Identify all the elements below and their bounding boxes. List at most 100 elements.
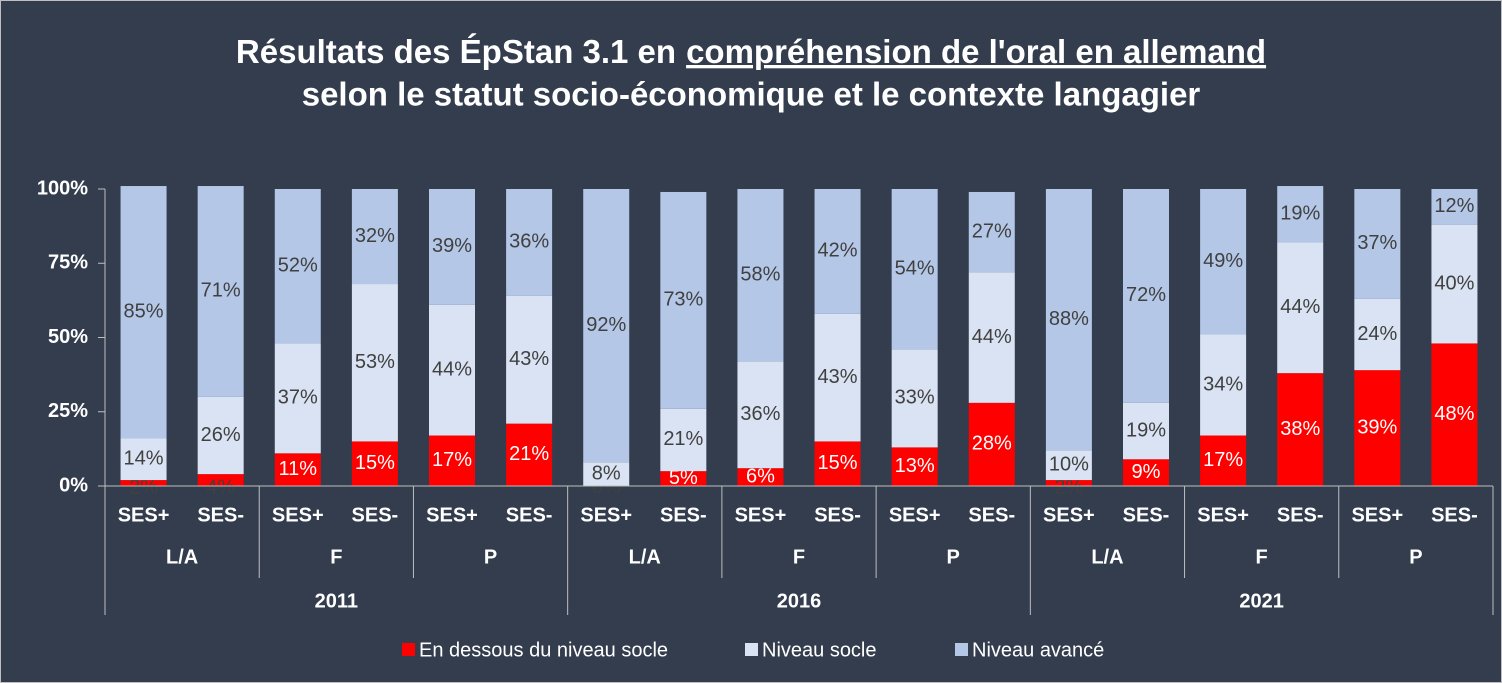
data-label: 2% xyxy=(129,476,158,498)
data-label: 44% xyxy=(1280,296,1320,318)
bar-segment xyxy=(274,453,321,486)
year-label: 2021 xyxy=(1239,590,1284,612)
bar-segment xyxy=(1045,480,1092,486)
group-label: F xyxy=(1256,546,1268,568)
x-tick-label: SES+ xyxy=(735,504,787,526)
data-label: 19% xyxy=(1126,419,1166,441)
data-label: 58% xyxy=(740,263,780,285)
data-label: 6% xyxy=(746,465,775,487)
bar-segment xyxy=(429,189,475,305)
x-tick-label: SES+ xyxy=(118,504,170,526)
data-label: 37% xyxy=(278,387,318,409)
group-label: P xyxy=(947,546,960,568)
data-label: 8% xyxy=(592,462,621,484)
x-tick-label: SES- xyxy=(506,504,553,526)
x-tick-label: SES+ xyxy=(272,504,324,526)
data-label: 37% xyxy=(1357,232,1397,254)
x-tick-label: SES+ xyxy=(889,504,941,526)
group-label: P xyxy=(484,546,497,568)
bar-segment xyxy=(120,186,167,439)
bar-segment xyxy=(1200,189,1247,335)
bar-segment xyxy=(814,441,861,486)
data-label: 19% xyxy=(1280,203,1320,225)
bar-segment xyxy=(814,313,861,442)
bar-segment xyxy=(1123,402,1169,460)
bar-segment xyxy=(1431,343,1478,486)
legend-label: En dessous du niveau socle xyxy=(419,639,668,661)
bar-segment xyxy=(660,191,707,409)
data-label: 43% xyxy=(818,366,858,388)
data-label: 14% xyxy=(124,448,164,470)
year-label: 2016 xyxy=(777,590,822,612)
bar-segment xyxy=(429,435,475,486)
bar-segment xyxy=(1277,242,1324,374)
data-label: 27% xyxy=(972,220,1012,242)
legend-label: Niveau avancé xyxy=(972,639,1104,661)
bar-segment xyxy=(1123,189,1169,403)
data-label: 48% xyxy=(1434,403,1474,425)
bar-segment xyxy=(351,441,398,486)
bar-segment xyxy=(660,408,707,472)
bar-segment xyxy=(506,295,553,424)
data-label: 72% xyxy=(1126,284,1166,306)
bar-segment xyxy=(814,189,861,314)
bar-segment xyxy=(737,361,784,469)
data-label: 12% xyxy=(1434,195,1474,217)
bar-segment xyxy=(274,343,321,454)
y-tick-label: 75% xyxy=(48,252,88,274)
data-label: 36% xyxy=(740,403,780,425)
data-label: 28% xyxy=(972,433,1012,455)
bar-segment xyxy=(968,191,1015,273)
legend-swatch xyxy=(745,643,758,656)
data-label: 5% xyxy=(669,467,698,489)
data-label: 39% xyxy=(1357,416,1397,438)
legend-label: Niveau socle xyxy=(762,639,877,661)
bar-segment xyxy=(583,189,630,463)
bar-segment xyxy=(351,189,398,285)
data-label: 71% xyxy=(201,280,241,302)
data-label: 13% xyxy=(895,455,935,477)
bar-segment xyxy=(660,471,707,486)
data-label: 4% xyxy=(206,476,235,498)
bar-segment xyxy=(583,462,630,486)
x-tick-label: SES+ xyxy=(580,504,632,526)
bar-segment xyxy=(968,272,1015,403)
bar-segment xyxy=(351,284,398,442)
data-label: 32% xyxy=(355,225,395,247)
data-label: 15% xyxy=(818,452,858,474)
x-tick-label: SES- xyxy=(197,504,244,526)
data-label: 38% xyxy=(1280,418,1320,440)
bar-segment xyxy=(1431,224,1478,344)
bar-segment xyxy=(429,304,475,436)
chart-subtitle: selon le statut socio-économique et le c… xyxy=(302,76,1201,113)
data-label: 11% xyxy=(279,458,318,480)
x-tick-label: SES- xyxy=(1431,504,1478,526)
y-tick-label: 50% xyxy=(48,326,88,348)
group-label: F xyxy=(793,546,805,568)
bar-segment xyxy=(737,468,784,486)
data-label: 21% xyxy=(509,443,549,465)
bar-segment xyxy=(197,474,244,486)
bar-segment xyxy=(1354,370,1401,486)
bar-segment xyxy=(1200,435,1247,486)
x-tick-label: SES+ xyxy=(1043,504,1095,526)
data-label: 24% xyxy=(1357,323,1397,345)
data-label: 33% xyxy=(895,387,935,409)
data-label: 17% xyxy=(432,449,472,471)
data-label: 9% xyxy=(1132,461,1161,483)
bar-segment xyxy=(968,402,1015,486)
x-tick-label: SES- xyxy=(968,504,1015,526)
x-tick-label: SES+ xyxy=(1351,504,1403,526)
data-label: 42% xyxy=(818,240,858,262)
chart-title: Résultats des ÉpStan 3.1 en compréhension… xyxy=(236,33,1266,70)
data-label: 43% xyxy=(509,348,549,370)
bar-segment xyxy=(1431,189,1478,225)
y-tick-label: 25% xyxy=(48,400,88,422)
data-label: 36% xyxy=(509,231,549,253)
year-label: 2011 xyxy=(315,590,358,612)
bar-segment xyxy=(891,189,938,350)
x-tick-label: SES+ xyxy=(426,504,478,526)
x-tick-label: SES- xyxy=(352,504,399,526)
data-label: 73% xyxy=(663,289,703,311)
